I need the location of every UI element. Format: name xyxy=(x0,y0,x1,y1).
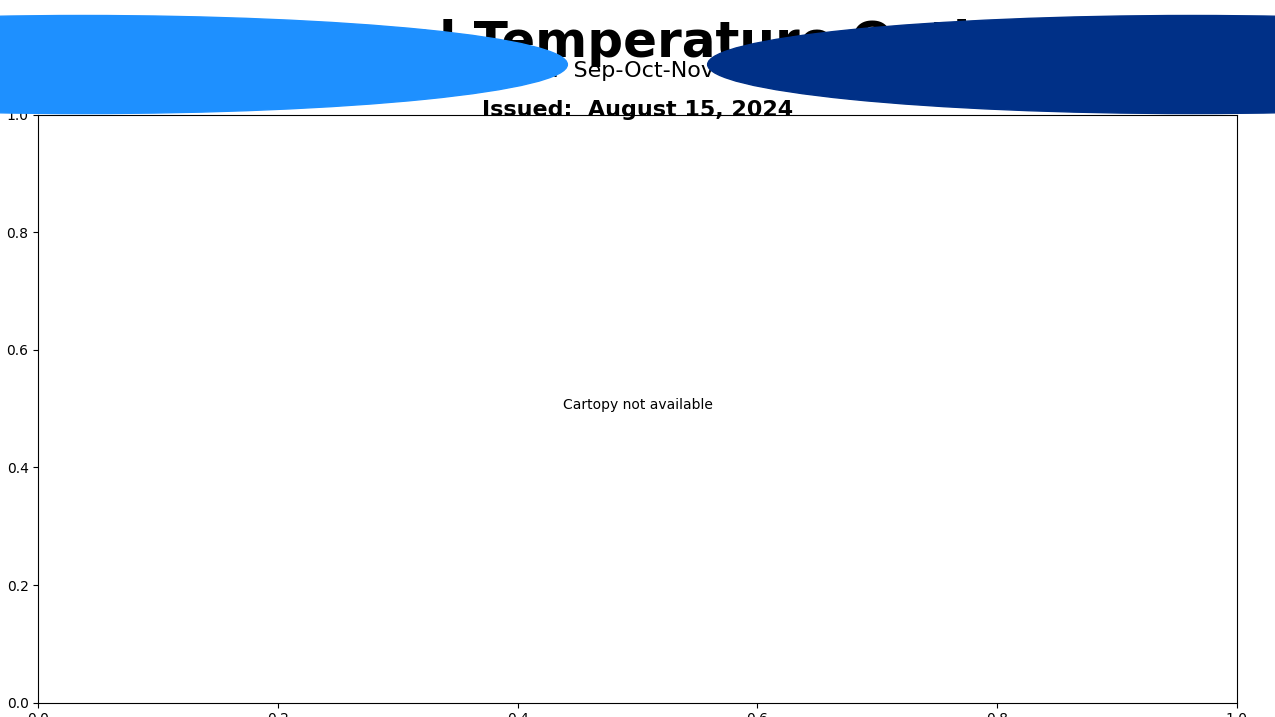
Circle shape xyxy=(0,16,567,113)
Circle shape xyxy=(708,16,1275,113)
Text: Cartopy not available: Cartopy not available xyxy=(562,398,713,412)
Text: Seasonal Temperature Outlook: Seasonal Temperature Outlook xyxy=(203,19,1072,67)
Text: NOAA: NOAA xyxy=(1172,52,1213,65)
Text: Valid:  Sep-Oct-Nov 2024: Valid: Sep-Oct-Nov 2024 xyxy=(497,61,778,81)
Text: Issued:  August 15, 2024: Issued: August 15, 2024 xyxy=(482,100,793,120)
Text: DOC: DOC xyxy=(70,60,96,70)
